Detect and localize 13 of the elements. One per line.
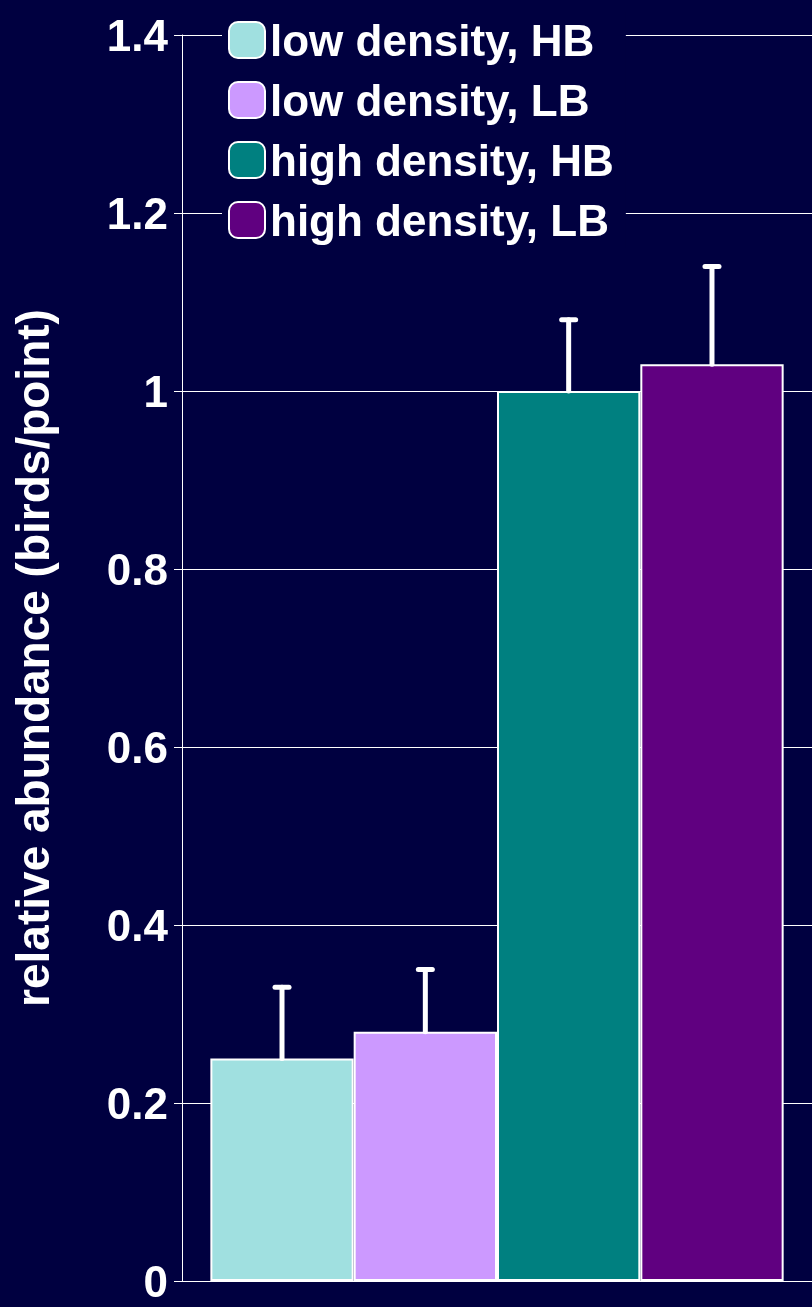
y-tick-label: 0.8 (106, 544, 168, 594)
y-tick-label: 1.4 (106, 10, 169, 60)
legend-label: high density, HB (270, 135, 614, 185)
legend-label: low density, HB (270, 15, 595, 65)
legend-label: low density, LB (270, 75, 590, 125)
y-tick-label: 0.6 (106, 722, 168, 772)
y-axis-title: relative abundance (birds/point) (7, 309, 59, 1007)
y-tick-label: 0.4 (106, 900, 169, 950)
y-tick-label: 0 (143, 1256, 168, 1306)
y-tick-label: 1.2 (106, 188, 168, 238)
legend-label: high density, LB (270, 195, 609, 245)
y-tick-label: 0.2 (106, 1078, 168, 1128)
y-tick-label: 1 (143, 366, 168, 416)
